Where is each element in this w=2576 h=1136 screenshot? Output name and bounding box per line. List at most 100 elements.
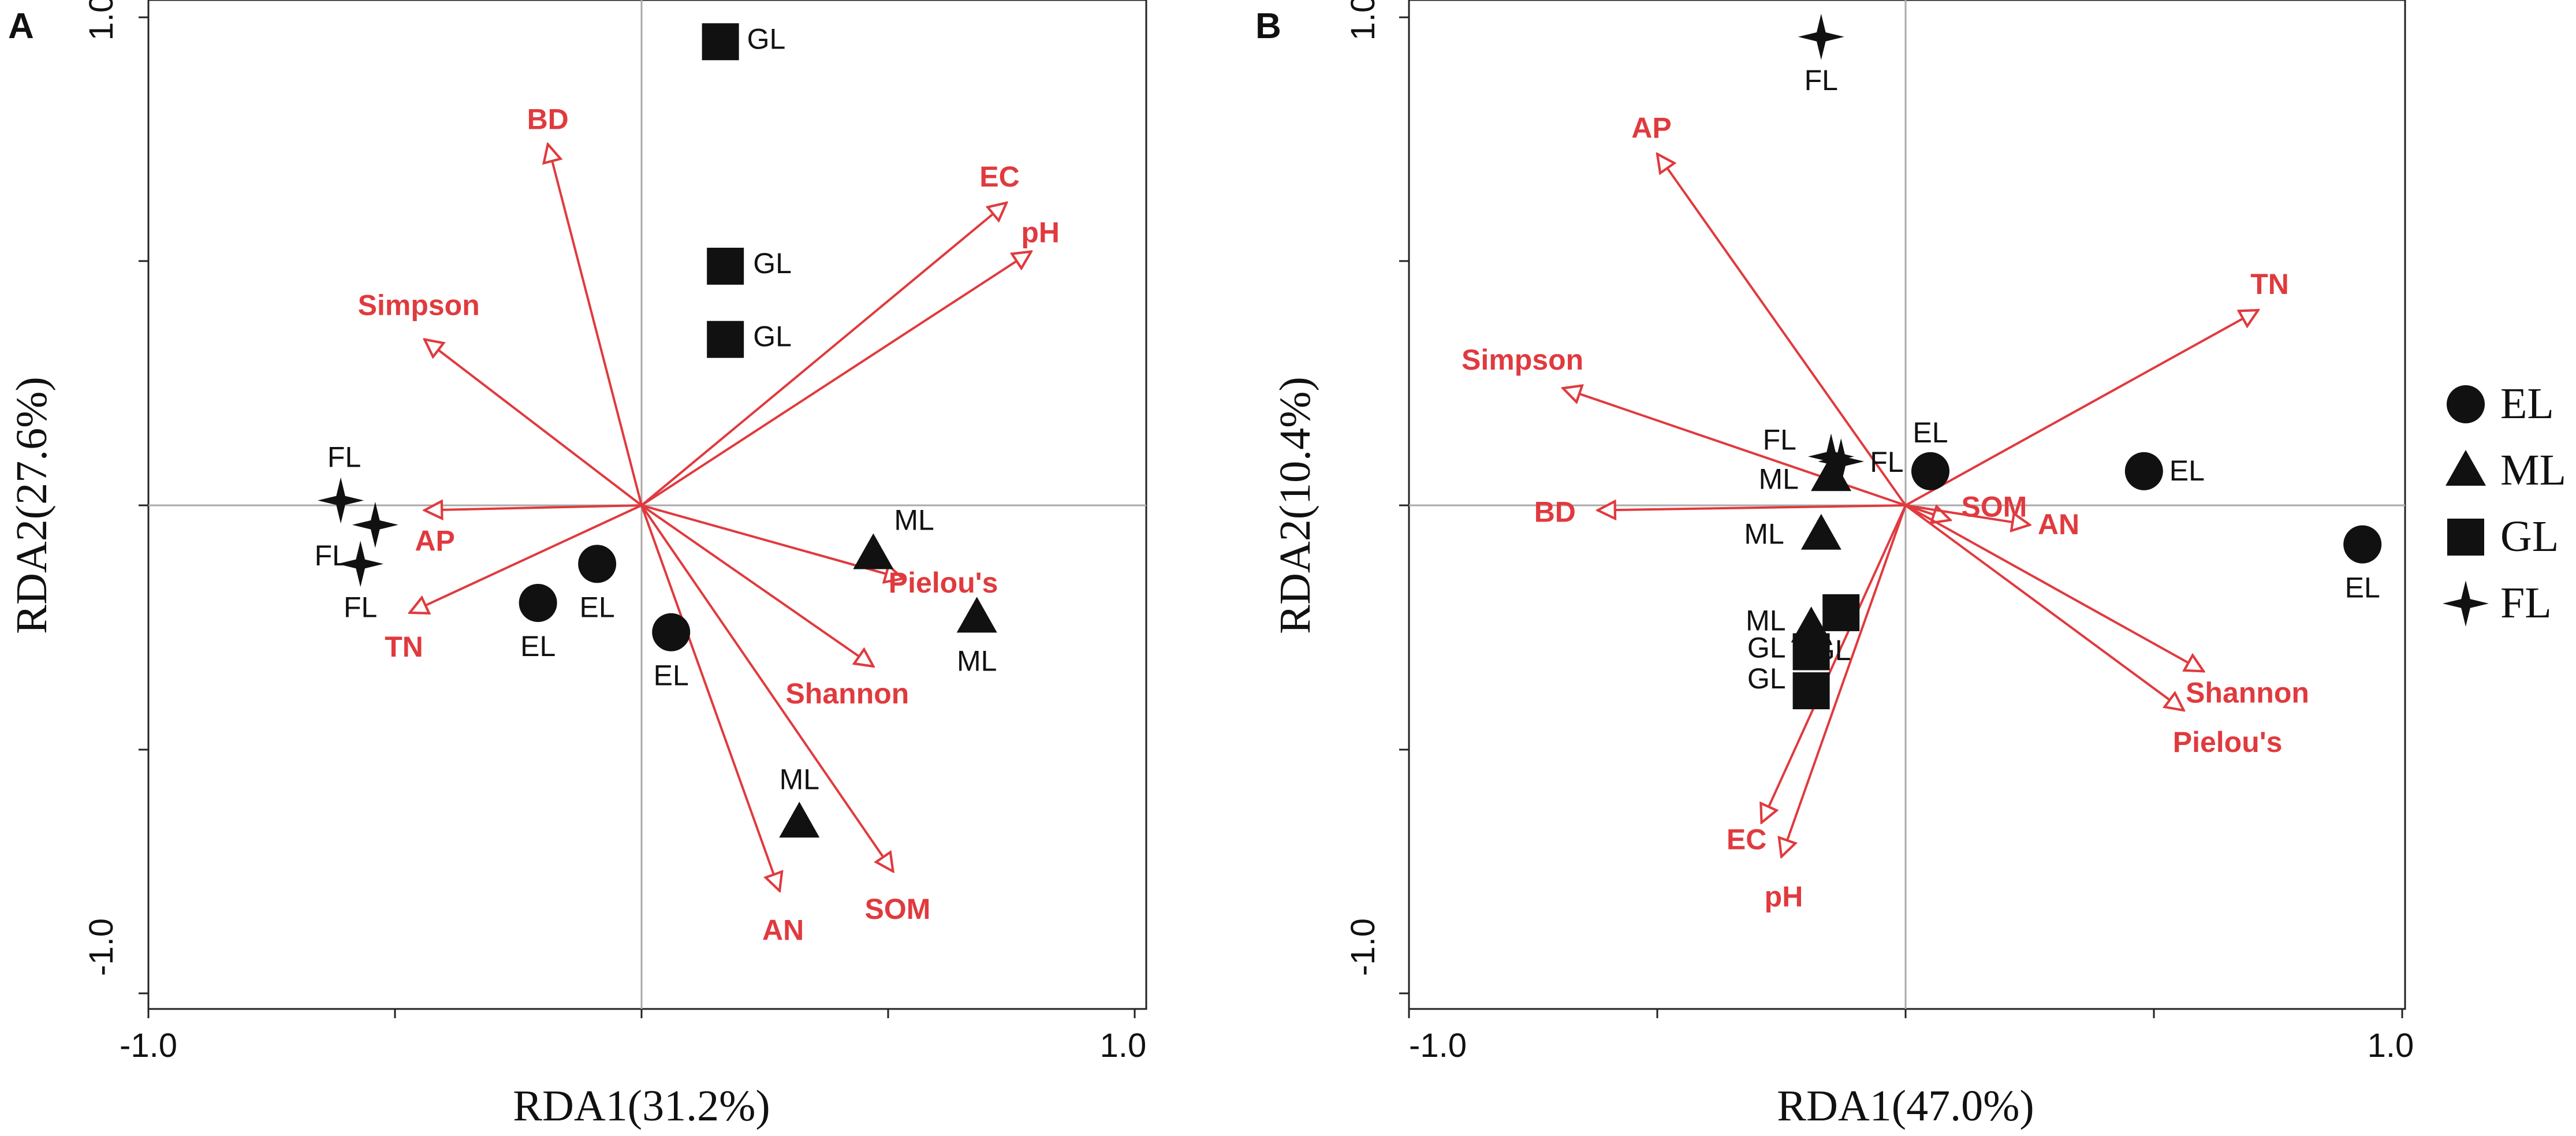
point-a-fl-5 bbox=[337, 541, 384, 587]
point-a-gl-1 bbox=[707, 247, 744, 285]
y-axis-title-a: RDA2(27.6%) bbox=[8, 377, 56, 634]
point-b-gl-8 bbox=[1792, 672, 1830, 710]
point-label-a-10: ML bbox=[957, 645, 997, 677]
vector-label-a-ph: pH bbox=[1021, 217, 1060, 249]
point-a-fl-3 bbox=[318, 477, 364, 524]
ytick-top-b: 1.0 bbox=[1344, 0, 1382, 40]
vector-b-ap bbox=[1657, 154, 1907, 506]
point-label-b-11: EL bbox=[2345, 572, 2380, 604]
point-label-a-4: FL bbox=[315, 539, 348, 572]
point-label-b-4: ML bbox=[1744, 518, 1784, 550]
vector-b-som bbox=[1905, 505, 1950, 520]
panel-b: B 1.0 -1.0 -1.0 1.0 RDA1(47.0%) RDA2(10.… bbox=[1255, 0, 2414, 1130]
vector-label-a-bd: BD bbox=[527, 103, 569, 136]
legend-label-fl: FL bbox=[2500, 579, 2552, 627]
legend-label-el: EL bbox=[2500, 379, 2554, 428]
vector-a-som bbox=[640, 504, 893, 871]
vector-label-b-pielous: Pielou's bbox=[2173, 726, 2283, 758]
vector-a-ec bbox=[640, 203, 1006, 506]
point-a-ml-10 bbox=[956, 597, 997, 633]
vector-label-a-an: AN bbox=[762, 914, 804, 947]
point-b-fl-2 bbox=[1818, 438, 1865, 485]
point-b-fl-0 bbox=[1798, 13, 1844, 60]
legend-label-gl: GL bbox=[2500, 512, 2559, 561]
vector-b-simpson bbox=[1563, 388, 1906, 506]
point-b-gl-6 bbox=[1822, 594, 1860, 631]
point-b-el-11 bbox=[2343, 525, 2382, 564]
point-label-a-2: GL bbox=[753, 321, 792, 353]
vector-label-b-shannon: Shannon bbox=[2186, 676, 2309, 709]
x-axis-title-b: RDA1(47.0%) bbox=[1777, 1082, 2034, 1130]
vector-label-b-ap: AP bbox=[1631, 112, 1671, 144]
vector-label-a-shannon: Shannon bbox=[785, 677, 909, 710]
legend-marker-gl bbox=[2447, 519, 2484, 556]
point-b-el-10 bbox=[2124, 452, 2163, 490]
point-label-a-7: EL bbox=[580, 591, 615, 623]
vector-a-bd bbox=[548, 144, 643, 506]
legend-label-ml: ML bbox=[2500, 446, 2566, 494]
xtick-left-a: -1.0 bbox=[120, 1027, 177, 1064]
point-label-a-6: EL bbox=[520, 630, 556, 662]
point-b-ml-3 bbox=[1811, 455, 1851, 491]
point-label-a-0: GL bbox=[747, 23, 786, 55]
vector-a-tn bbox=[410, 504, 642, 613]
vector-label-b-an: AN bbox=[2038, 508, 2079, 541]
y-axis-title-b: RDA2(10.4%) bbox=[1271, 377, 1319, 634]
point-a-fl-4 bbox=[352, 501, 398, 548]
vector-a-shannon bbox=[640, 504, 873, 666]
point-b-gl-7 bbox=[1792, 633, 1830, 671]
vector-b-pielous bbox=[1904, 504, 2184, 710]
point-a-ml-11 bbox=[779, 802, 820, 838]
vector-label-a-tn: TN bbox=[385, 631, 423, 663]
vectors-b: AP TN Simpson SOM AN BD Shannon Pielou's EC pH bbox=[1462, 112, 2309, 913]
point-a-el-8 bbox=[652, 613, 691, 651]
point-a-gl-2 bbox=[707, 321, 744, 358]
axis-ticks-b bbox=[1399, 16, 2403, 1018]
ytick-bottom-a: -1.0 bbox=[83, 918, 120, 976]
point-label-b-2: FL bbox=[1870, 446, 1903, 478]
vector-a-ap bbox=[424, 505, 642, 511]
xtick-right-a: 1.0 bbox=[1100, 1027, 1147, 1064]
vector-label-a-ap: AP bbox=[415, 525, 454, 557]
vector-a-simpson bbox=[424, 340, 643, 506]
point-label-a-9: ML bbox=[894, 504, 934, 537]
vector-label-b-bd: BD bbox=[1534, 496, 1576, 528]
xtick-right-b: 1.0 bbox=[2368, 1027, 2414, 1064]
point-label-b-3: ML bbox=[1759, 463, 1799, 495]
point-label-b-10: EL bbox=[2169, 455, 2205, 487]
point-label-a-1: GL bbox=[753, 247, 792, 280]
vector-label-a-simpson: Simpson bbox=[358, 289, 480, 322]
vector-a-ph bbox=[640, 252, 1031, 506]
vector-b-an bbox=[1905, 504, 2030, 525]
vector-label-b-simpson: Simpson bbox=[1462, 344, 1583, 376]
vector-label-a-pielous: Pielou's bbox=[889, 567, 998, 599]
x-axis-title-a: RDA1(31.2%) bbox=[513, 1082, 770, 1130]
point-label-b-7: GL bbox=[1747, 632, 1786, 664]
vector-a-an bbox=[640, 505, 780, 891]
point-label-b-8: GL bbox=[1747, 662, 1786, 695]
ytick-bottom-b: -1.0 bbox=[1344, 918, 1382, 976]
vector-label-a-som: SOM bbox=[865, 893, 931, 925]
xtick-left-b: -1.0 bbox=[1409, 1027, 1467, 1064]
vector-label-b-som: SOM bbox=[1961, 490, 2027, 523]
vector-label-b-ph: pH bbox=[1765, 880, 1803, 912]
point-a-gl-0 bbox=[702, 23, 739, 61]
panel-a: A 1.0 -1.0 -1.0 1.0 RDA1(31.2%) RDA2(27.… bbox=[8, 0, 1147, 1130]
point-label-b-9: EL bbox=[1913, 416, 1948, 449]
point-label-b-5: ML bbox=[1746, 604, 1785, 636]
point-label-b-1: FL bbox=[1763, 424, 1796, 456]
point-label-a-8: EL bbox=[654, 660, 689, 692]
vector-label-b-tn: TN bbox=[2250, 268, 2289, 300]
point-a-el-6 bbox=[519, 584, 557, 622]
vector-b-bd bbox=[1598, 505, 1906, 511]
legend: EL ML GL FL bbox=[2443, 379, 2566, 627]
ytick-top-a: 1.0 bbox=[83, 0, 120, 40]
vector-b-shannon bbox=[1905, 504, 2204, 671]
panel-letter-a: A bbox=[8, 6, 34, 46]
point-label-a-5: FL bbox=[344, 591, 377, 623]
point-b-el-9 bbox=[1911, 452, 1949, 490]
vector-b-tn bbox=[1905, 310, 2258, 506]
